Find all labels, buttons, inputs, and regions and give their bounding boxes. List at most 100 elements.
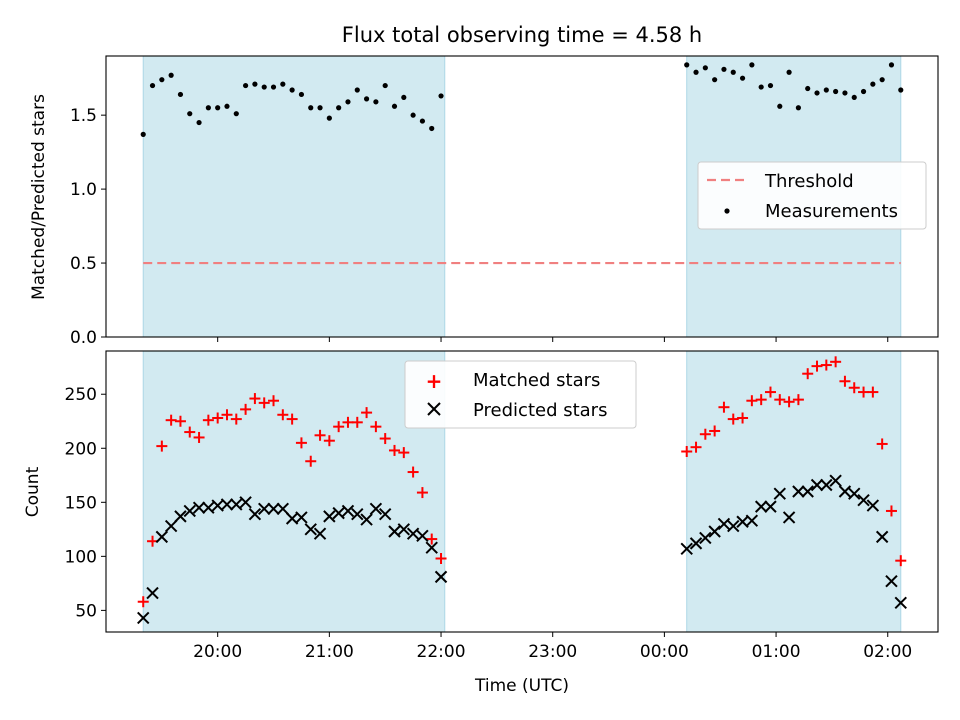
predicted-marker-stroke (211, 499, 224, 512)
matched-star-point (221, 409, 233, 421)
matched-star-point (802, 368, 814, 380)
predicted-star-point (434, 570, 448, 584)
predicted-star-point (369, 502, 383, 515)
top-legend-box (697, 161, 927, 230)
predicted-star-point (220, 498, 234, 511)
legend-matched-swatch: + (426, 369, 443, 393)
measurement-point (888, 62, 895, 68)
measurement-point (187, 111, 193, 117)
predicted-marker-stroke (764, 500, 777, 513)
matched-star-point (295, 437, 307, 449)
predicted-marker-stroke (276, 502, 290, 515)
predicted-star-point (267, 502, 280, 515)
measurement-point (730, 69, 736, 75)
legend-predicted-label: Predicted stars (473, 400, 607, 421)
predicted-star-point (717, 517, 731, 531)
predicted-star-point (276, 502, 290, 515)
matched-star-point (202, 414, 214, 426)
measurement-point (326, 115, 332, 121)
matched-star-point (885, 505, 897, 517)
matched-star-point (858, 386, 870, 398)
predicted-marker-stroke (820, 478, 833, 492)
predicted-marker-stroke (137, 611, 150, 625)
measurement-point (363, 96, 370, 102)
measurement-point (298, 91, 305, 98)
matched-star-point (895, 555, 907, 567)
predicted-star-point (801, 485, 814, 498)
predicted-star-point (810, 478, 824, 492)
predicted-marker-stroke (146, 586, 159, 600)
matched-star-point (830, 356, 842, 368)
predicted-star-point (304, 523, 317, 536)
predicted-star-point (155, 530, 169, 544)
measurement-point (419, 118, 426, 124)
matched-star-point (193, 431, 205, 443)
predicted-marker-stroke (397, 523, 411, 536)
predicted-star-point (792, 485, 805, 498)
matched-star-point (764, 386, 776, 398)
measurement-point (205, 105, 211, 111)
measurement-point (786, 69, 792, 75)
bottom-legend: + Matched stars Predicted stars (404, 360, 637, 429)
top-y-tick-label: 0.5 (70, 254, 97, 274)
measurement-point (684, 62, 690, 68)
predicted-star-point (425, 541, 438, 554)
measurement-point (233, 111, 239, 117)
measurement-point (851, 94, 857, 101)
matched-star-point (699, 428, 711, 440)
measurement-point (345, 99, 351, 105)
predicted-marker-stroke (267, 502, 280, 515)
measurement-point (842, 90, 848, 96)
predicted-marker-stroke (202, 501, 215, 514)
predicted-star-point (680, 542, 693, 555)
matched-star-point (876, 438, 888, 450)
predicted-star-point (323, 510, 336, 523)
measurement-point (870, 81, 876, 87)
measurement-point (270, 84, 277, 90)
measurement-point (224, 103, 230, 109)
measurement-point (814, 90, 820, 96)
bottom-y-tick-label: 100 (65, 547, 97, 567)
measurement-point (429, 125, 435, 132)
predicted-star-point (230, 498, 243, 511)
matched-star-point (416, 487, 428, 499)
measurement-point (159, 77, 165, 83)
measurement-point (777, 103, 783, 109)
predicted-star-point (351, 507, 364, 521)
predicted-star-point (754, 500, 768, 513)
bottom-y-tick-label: 50 (75, 601, 97, 621)
predicted-star-point (378, 507, 392, 521)
x-tick-label: 22:00 (417, 642, 466, 662)
predicted-marker-stroke (838, 485, 852, 498)
predicted-star-point (146, 586, 159, 600)
predicted-marker-stroke (754, 500, 768, 513)
predicted-marker-stroke (866, 499, 880, 512)
chart-title: Flux total observing time = 4.58 h (342, 23, 702, 47)
measurement-point (712, 77, 718, 83)
measurement-point (215, 105, 221, 111)
predicted-marker-stroke (885, 574, 898, 588)
predicted-star-point (332, 506, 345, 520)
matched-star-point (342, 416, 354, 428)
matched-star-point (370, 421, 382, 433)
matched-star-point (848, 382, 860, 394)
predicted-star-point (416, 529, 429, 543)
measurement-point (289, 87, 295, 93)
predicted-star-point (745, 514, 759, 527)
predicted-marker-stroke (164, 519, 178, 533)
matched-star-point (435, 553, 447, 565)
predicted-star-point (137, 611, 150, 625)
matched-star-point (426, 533, 438, 545)
matched-star-point (690, 441, 702, 453)
predicted-marker-stroke (680, 542, 693, 555)
measurement-point (410, 112, 416, 118)
measurement-points (140, 62, 904, 137)
predicted-star-point (875, 530, 889, 544)
measurement-point (242, 82, 249, 89)
predicted-star-point (708, 525, 721, 538)
predicted-star-point (838, 485, 852, 498)
measurement-point (317, 105, 323, 111)
predicted-marker-stroke (689, 537, 703, 550)
measurement-point (354, 87, 360, 93)
